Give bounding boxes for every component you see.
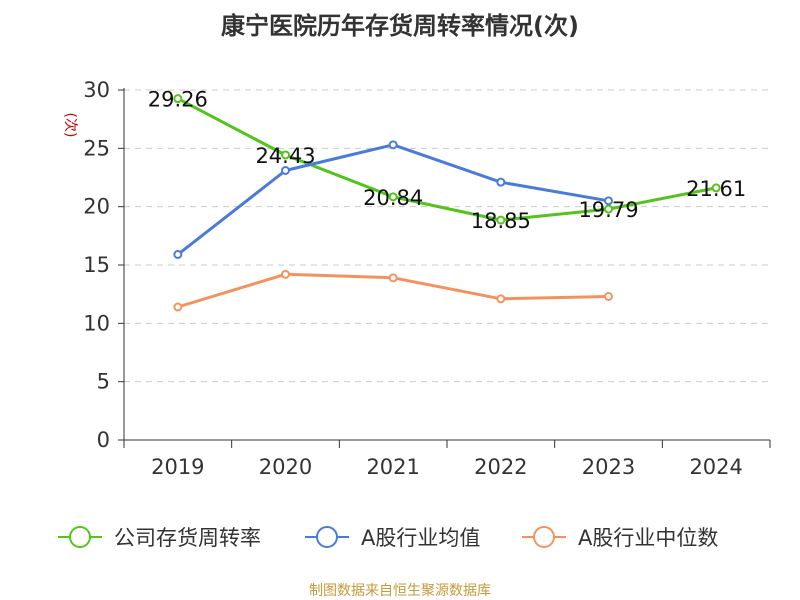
- legend: 公司存货周转率 A股行业均值 A股行业中位数: [58, 526, 718, 550]
- x-tick-label: 2019: [151, 455, 204, 479]
- x-tick-label: 2020: [259, 455, 312, 479]
- y-tick-label: 15: [83, 253, 110, 277]
- y-tick-label: 0: [97, 428, 110, 452]
- y-tick-label: 5: [97, 370, 110, 394]
- x-tick-label: 2021: [366, 455, 419, 479]
- axes: 0 5 10 15 20 25 30 2019 2020 2021 2022 2023 2024: [83, 78, 771, 479]
- data-point: [281, 166, 290, 175]
- data-label: 18.85: [471, 209, 531, 233]
- data-point: [388, 140, 398, 150]
- series-line: [177, 97, 717, 222]
- data-point: [496, 215, 506, 225]
- x-tick-label: 2022: [474, 455, 527, 479]
- data-point: [496, 177, 506, 187]
- data-labels: 29.26 24.43 20.84 18.85 19.79 21.61: [148, 88, 746, 233]
- chart-title: 康宁医院历年存货周转率情况(次): [221, 12, 579, 40]
- legend-label: 公司存货周转率: [114, 526, 261, 550]
- grid-lines: [124, 89, 770, 383]
- legend-label: A股行业均值: [361, 526, 480, 550]
- data-point: [604, 292, 613, 301]
- legend-marker: [69, 526, 91, 548]
- x-tick-label: 2024: [689, 455, 742, 479]
- data-point: [388, 192, 398, 202]
- legend-marker: [533, 526, 555, 548]
- data-point: [173, 94, 183, 104]
- source-note: 制图数据来自恒生聚源数据库: [309, 583, 491, 599]
- y-tick-label: 25: [83, 136, 110, 160]
- legend-marker: [316, 526, 338, 548]
- data-point: [496, 294, 506, 304]
- data-point: [388, 273, 398, 283]
- data-label: 24.43: [255, 144, 315, 168]
- y-tick-label: 10: [83, 311, 110, 335]
- data-label: 20.84: [363, 186, 423, 210]
- y-axis-label: (次): [62, 113, 78, 138]
- data-label: 19.79: [578, 198, 638, 222]
- data-point: [281, 269, 290, 279]
- data-point: [604, 204, 613, 214]
- data-point: [173, 302, 183, 312]
- data-point: [281, 150, 290, 160]
- series-lines: [173, 94, 721, 312]
- data-label: 29.26: [148, 88, 208, 112]
- data-point: [711, 183, 721, 193]
- data-point: [173, 250, 183, 259]
- data-point: [604, 196, 613, 206]
- legend-label: A股行业中位数: [578, 526, 718, 550]
- x-tick-label: 2023: [582, 455, 635, 479]
- y-tick-label: 30: [83, 78, 110, 102]
- data-label: 21.61: [686, 177, 746, 201]
- y-tick-label: 20: [83, 195, 110, 219]
